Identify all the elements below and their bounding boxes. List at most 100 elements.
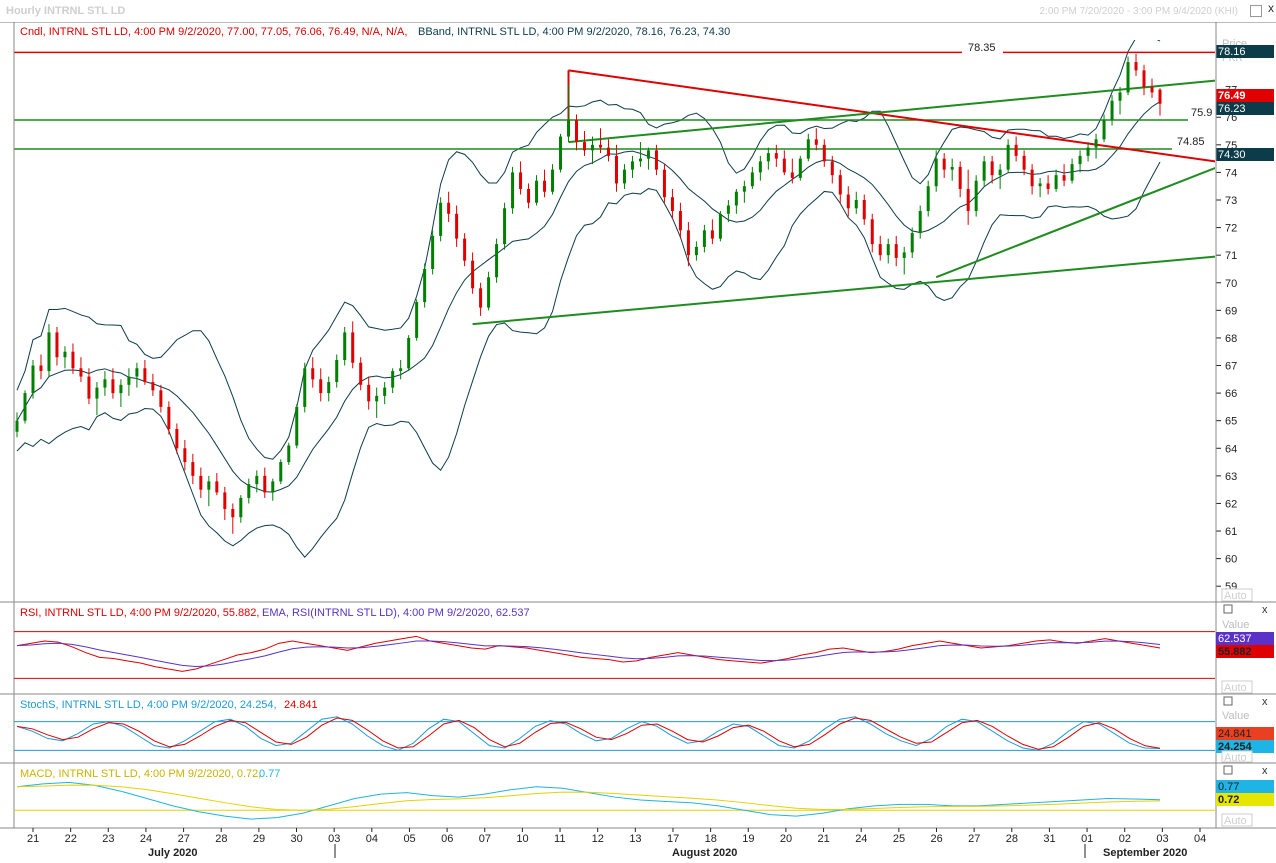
candle-body <box>766 153 770 162</box>
candle-body <box>910 233 914 253</box>
bb-lower-badge-text: 74.30 <box>1218 149 1246 161</box>
date-axis: 21 22 23 24 27 28 29 30 03 04 05 06 07 10 11 12 13 17 18 19… <box>27 828 1206 859</box>
candle-body <box>527 188 531 203</box>
candle-body <box>718 213 722 239</box>
candle-body <box>127 376 131 385</box>
auto-scale-button-stoch[interactable] <box>1221 750 1253 763</box>
candle-body <box>47 332 51 372</box>
date-tick-label: 24 <box>855 833 867 845</box>
candle-body <box>215 481 219 493</box>
pane-close-icon[interactable]: x <box>1262 696 1268 708</box>
price-tick-label: 73 <box>1225 195 1237 207</box>
date-tick-label: 04 <box>366 833 378 845</box>
date-tick-label: 03 <box>1156 833 1168 845</box>
month-label: July 2020 <box>148 847 198 859</box>
candle-body <box>670 197 674 212</box>
candle-body <box>1030 169 1034 187</box>
candle-body <box>1062 175 1066 181</box>
pane-restore-icon[interactable] <box>1223 765 1233 775</box>
date-tick-label: 06 <box>441 833 453 845</box>
candle-body <box>103 379 107 388</box>
candle-body <box>686 230 690 256</box>
stoch-d-badge <box>1216 727 1274 740</box>
candle-body <box>1054 175 1058 189</box>
stoch-legend-d: 24.841 <box>284 699 318 711</box>
candle-body <box>846 194 850 209</box>
candle-body <box>463 238 467 261</box>
candle-body <box>1110 100 1114 120</box>
candle-body <box>415 302 419 338</box>
candle-body <box>894 244 898 258</box>
auto-scale-button-rsi[interactable] <box>1221 680 1253 694</box>
candle-body <box>391 371 395 388</box>
level-label-low: 74.85 <box>1177 136 1205 148</box>
close-icon[interactable]: x <box>1268 1 1274 15</box>
date-tick-label: 27 <box>968 833 980 845</box>
price-axis-currency: PKR <box>1222 53 1243 64</box>
candle-body <box>511 172 515 209</box>
candle-body <box>543 180 547 192</box>
candle-body <box>559 136 563 170</box>
candle-body <box>431 235 435 269</box>
candle-body <box>399 368 403 372</box>
candle-body <box>199 475 203 490</box>
price-tick-label: 67 <box>1225 361 1237 373</box>
candle-body <box>1158 89 1162 104</box>
bb-upper-badge <box>1216 45 1274 58</box>
candle-body <box>479 288 483 308</box>
date-tick-label: 28 <box>215 833 227 845</box>
rsi-badge <box>1216 645 1274 658</box>
candle-body <box>551 169 555 192</box>
price-tick-label: 70 <box>1225 278 1237 290</box>
auto-scale-button-main[interactable] <box>1221 588 1253 602</box>
candle-body <box>335 360 339 383</box>
pane-restore-icon[interactable] <box>1223 696 1233 706</box>
price-tick-label: 61 <box>1225 526 1237 538</box>
pane-restore-icon[interactable] <box>1223 604 1233 614</box>
pane-close-icon[interactable]: x <box>1262 765 1268 777</box>
candle-body <box>878 244 882 256</box>
candle-body <box>982 161 986 181</box>
main-plot <box>14 40 1215 559</box>
date-tick-label: 03 <box>328 833 340 845</box>
candle-body <box>1086 147 1090 156</box>
auto-scale-label-stoch: Auto <box>1224 752 1247 764</box>
candle-body <box>1118 92 1122 101</box>
candle-body <box>662 169 666 198</box>
price-tick-label: 76 <box>1225 112 1237 124</box>
date-tick-label: 07 <box>479 833 491 845</box>
close-badge <box>1216 89 1274 102</box>
candle-body <box>135 368 139 377</box>
candle-body <box>535 180 539 203</box>
candle-body <box>519 172 523 189</box>
auto-scale-button-macd[interactable] <box>1221 813 1253 827</box>
maximize-icon[interactable] <box>1250 5 1262 17</box>
candle-body <box>798 158 802 178</box>
candle-body <box>575 120 579 143</box>
candle-body <box>1046 183 1050 189</box>
candle-body <box>223 492 227 509</box>
candle-body <box>583 142 587 151</box>
macd-plot <box>14 781 1215 820</box>
candle-body <box>159 390 163 407</box>
candle-body <box>343 332 347 360</box>
candle-body <box>327 382 331 394</box>
candle-body <box>598 144 602 148</box>
candle-body <box>263 475 267 493</box>
rsi-ema-line <box>16 640 1161 667</box>
candle-body <box>439 202 443 236</box>
close-badge-text: 76.49 <box>1218 90 1246 102</box>
pane-close-icon[interactable]: x <box>1262 604 1268 616</box>
date-tick-label: 24 <box>140 833 152 845</box>
candle-body <box>862 200 866 220</box>
window-title: Hourly INTRNL STL LD <box>6 5 126 17</box>
date-tick-label: 30 <box>291 833 303 845</box>
bband-upper <box>16 40 1161 460</box>
candle-body <box>1102 120 1106 140</box>
candle-body <box>974 180 978 212</box>
date-tick-label: 27 <box>178 833 190 845</box>
date-tick-label: 23 <box>102 833 114 845</box>
candle-body <box>79 368 83 377</box>
date-tick-label: 22 <box>65 833 77 845</box>
price-tick-label: 68 <box>1225 333 1237 345</box>
